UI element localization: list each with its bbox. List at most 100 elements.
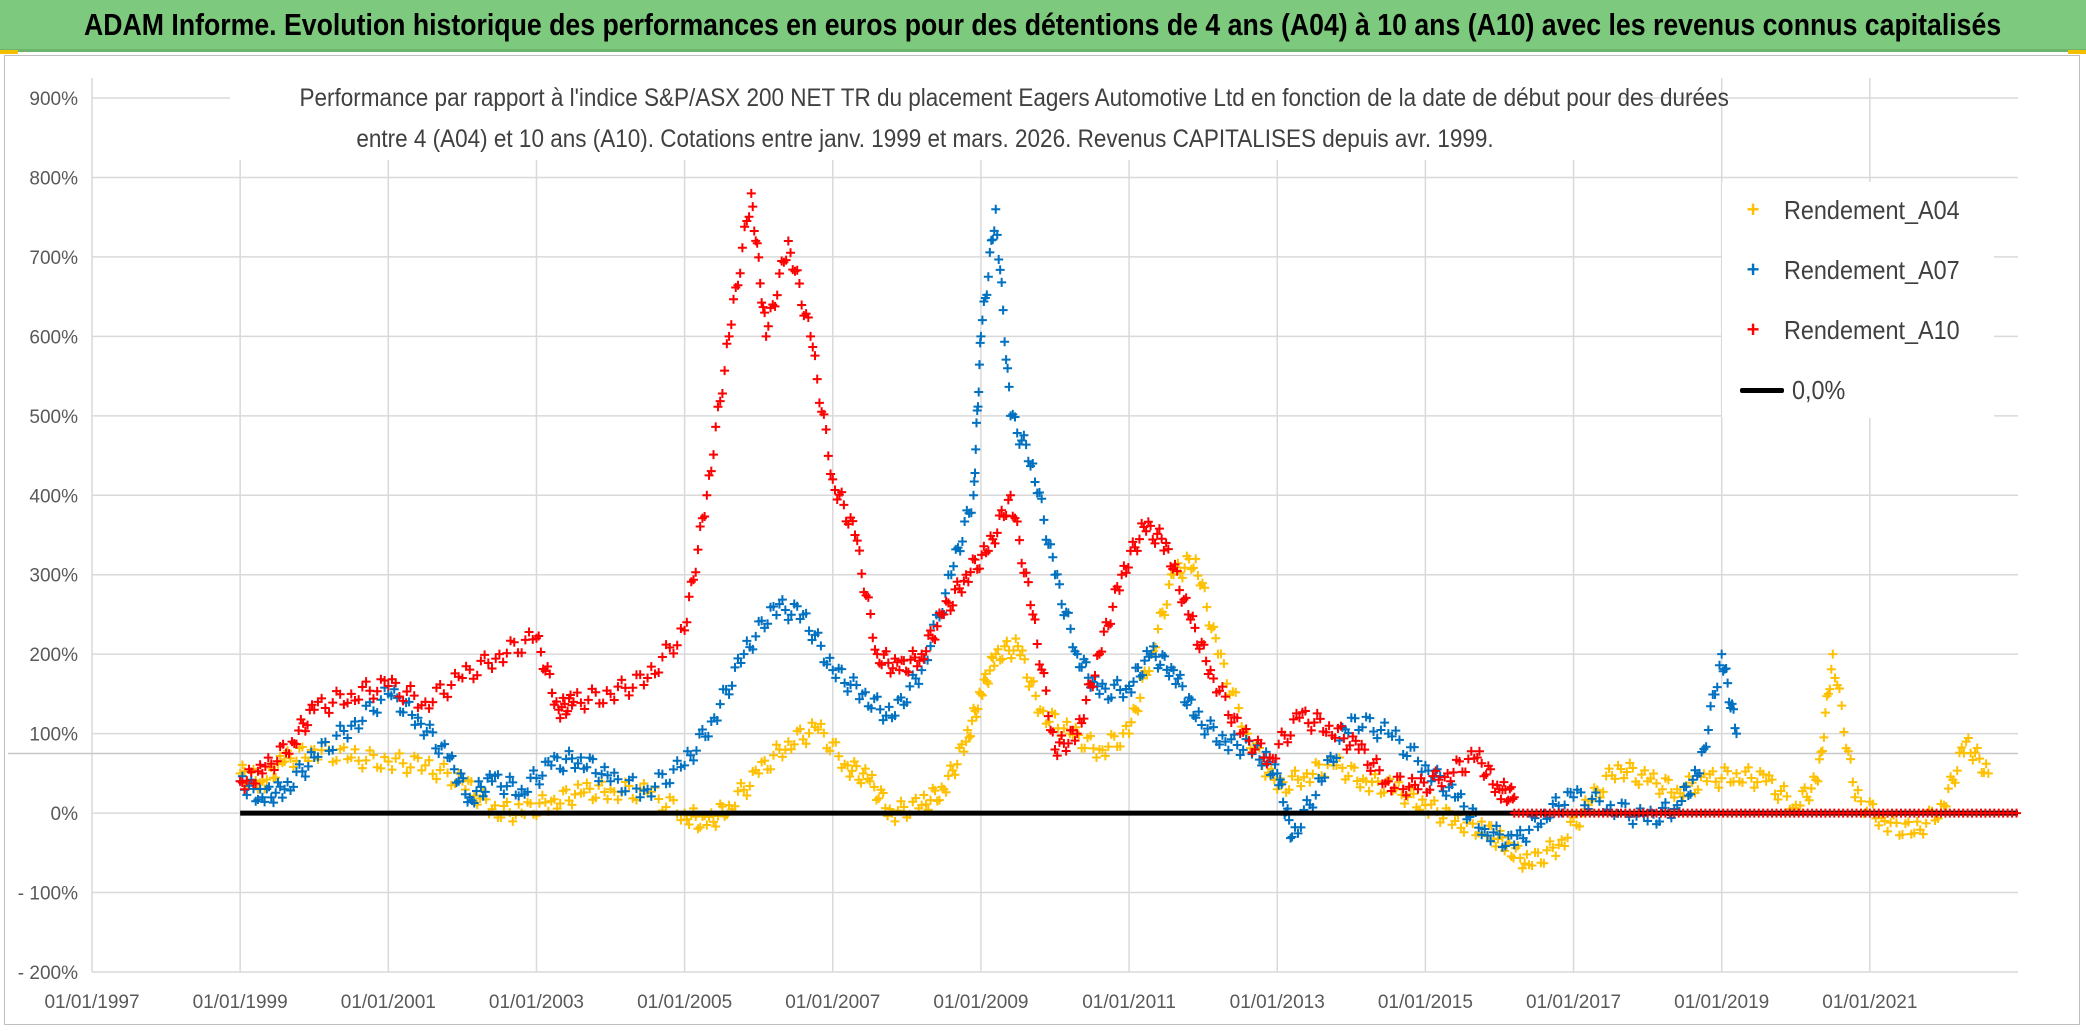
rendement-a10-point (1072, 729, 1082, 739)
rendement-a07-point (1380, 718, 1390, 728)
rendement-a04-point (1050, 709, 1060, 719)
rendement-a10-point (606, 689, 616, 699)
rendement-a10-point (700, 511, 710, 521)
rendement-a07-point (597, 769, 607, 779)
rendement-a07-point (985, 247, 995, 257)
rendement-a10-point (402, 687, 412, 697)
rendement-a10-point (832, 494, 842, 504)
rendement-a04-point (1144, 666, 1154, 676)
rendement-a10-point (966, 567, 976, 577)
rendement-a07-point (763, 619, 773, 629)
rendement-a04-point (991, 649, 1001, 659)
rendement-a07-point (715, 699, 725, 709)
rendement-a07-point (567, 753, 577, 763)
rendement-a07-point (1509, 840, 1519, 850)
rendement-a04-point (1290, 766, 1300, 776)
rendement-a04-point (406, 762, 416, 772)
rendement-a10-point (921, 646, 931, 656)
rendement-a04-point (1819, 732, 1829, 742)
rendement-a07-point (1500, 841, 1510, 851)
rendement-a04-point (368, 750, 378, 760)
rendement-a04-point (573, 780, 583, 790)
rendement-a07-point (1109, 680, 1119, 690)
rendement-a10-point (240, 784, 250, 794)
banner-title: ADAM Informe. Evolution historique des p… (84, 6, 2002, 42)
rendement-a04-point (919, 790, 929, 800)
rendement-a04-point (582, 778, 592, 788)
rendement-a10-point (300, 726, 310, 736)
rendement-a07-point (1275, 775, 1285, 785)
y-tick-label: - 100% (18, 884, 78, 905)
rendement-a04-point (977, 690, 987, 700)
rendement-a10-point (737, 243, 747, 253)
rendement-a10-point (320, 703, 330, 713)
rendement-a07-point (280, 784, 290, 794)
rendement-a04-point (1029, 676, 1039, 686)
rendement-a04-point (537, 790, 547, 800)
x-tick-label: 01/01/1999 (193, 992, 288, 1013)
rendement-a04-point (1814, 754, 1824, 764)
rendement-a07-point (1214, 740, 1224, 750)
rendement-a10-point (1286, 730, 1296, 740)
rendement-a10-point (715, 396, 725, 406)
rendement-a04-point (613, 795, 623, 805)
rendement-a04-point (237, 760, 247, 770)
rendement-a07-point (1229, 730, 1239, 740)
rendement-a04-point (1522, 849, 1532, 859)
rendement-a07-point (570, 763, 580, 773)
rendement-a07-point (1206, 716, 1216, 726)
rendement-a07-point (1409, 742, 1419, 752)
rendement-a10-point (1374, 765, 1384, 775)
rendement-a07-point (1169, 665, 1179, 675)
rendement-a04-point (1038, 706, 1048, 716)
rendement-a10-point (733, 280, 743, 290)
rendement-a10-point (1404, 782, 1414, 792)
rendement-a07-point (669, 764, 679, 774)
rendement-a04-point (490, 800, 500, 810)
rendement-a04-point (1952, 766, 1962, 776)
rendement-a04-point (1825, 684, 1835, 694)
rendement-a04-point (1403, 792, 1413, 802)
rendement-a07-point (1474, 823, 1484, 833)
rendement-a10-point (609, 695, 619, 705)
rendement-a10-point (255, 760, 265, 770)
rendement-a04-point (1968, 755, 1978, 765)
rendement-a07-point (1151, 652, 1161, 662)
rendement-a07-point (389, 684, 399, 694)
rendement-a07-point (294, 759, 304, 769)
rendement-a04-point (508, 816, 518, 826)
rendement-a04-point (1974, 754, 1984, 764)
rendement-a10-point (720, 366, 730, 376)
rendement-a10-point (580, 704, 590, 714)
rendement-a07-point (1177, 681, 1187, 691)
rendement-a07-point (1217, 730, 1227, 740)
rendement-a04-point (766, 764, 776, 774)
rendement-a07-point (1194, 707, 1204, 717)
rendement-a04-point (858, 768, 868, 778)
rendement-a10-point (997, 505, 1007, 515)
rendement-a10-point (857, 569, 867, 579)
rendement-a07-point (582, 762, 592, 772)
rendement-a10-point (850, 530, 860, 540)
rendement-a10-point (888, 663, 898, 673)
rendement-a07-point (982, 290, 992, 300)
rendement-a04-point (1963, 733, 1973, 743)
rendement-a04-point (847, 766, 857, 776)
rendement-a07-point (748, 644, 758, 654)
rendement-a07-point (1155, 660, 1165, 670)
rendement-a07-point (613, 774, 623, 784)
rendement-a10-point (591, 687, 601, 697)
legend-label-a04: Rendement_A04 (1784, 194, 1960, 225)
rendement-a10-point (946, 605, 956, 615)
rendement-a10-point (524, 627, 534, 637)
rendement-a10-point (1339, 733, 1349, 743)
rendement-a07-point (911, 674, 921, 684)
rendement-a04-point (760, 756, 770, 766)
rendement-a10-point (1425, 785, 1435, 795)
rendement-a04-point (711, 822, 721, 832)
rendement-a07-point (331, 731, 341, 741)
rendement-a07-point (905, 681, 915, 691)
rendement-a04-point (865, 776, 875, 786)
rendement-a10-point (1283, 737, 1293, 747)
rendement-a10-point (1503, 795, 1513, 805)
